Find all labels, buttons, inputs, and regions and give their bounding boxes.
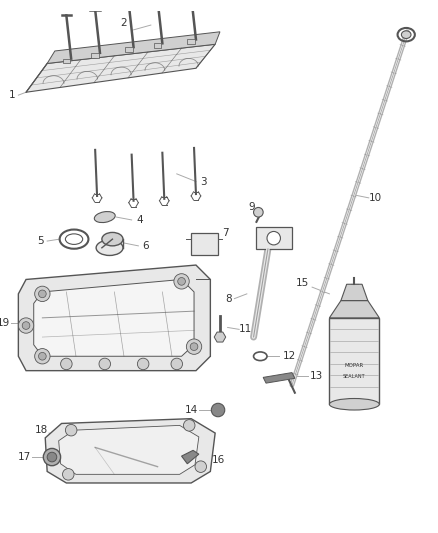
Polygon shape [329,301,379,318]
Text: 3: 3 [200,176,207,187]
Polygon shape [187,39,195,44]
Polygon shape [34,279,194,356]
Circle shape [22,322,30,329]
Polygon shape [329,318,379,404]
Text: SEALANT: SEALANT [343,374,366,379]
Text: 10: 10 [369,193,382,203]
Circle shape [186,339,202,354]
Polygon shape [182,450,199,464]
Text: 1: 1 [9,90,16,100]
Polygon shape [214,332,226,342]
Ellipse shape [94,212,115,223]
Ellipse shape [102,232,123,246]
Polygon shape [63,59,70,63]
Circle shape [60,358,72,370]
Text: 19: 19 [0,318,10,328]
Ellipse shape [96,240,123,255]
Circle shape [138,358,149,370]
Text: 8: 8 [225,294,232,304]
Polygon shape [154,43,161,48]
Circle shape [174,274,189,289]
Text: 17: 17 [18,452,31,462]
Text: 2: 2 [120,18,127,28]
Circle shape [195,461,207,472]
Circle shape [65,424,77,436]
Circle shape [190,343,198,351]
Circle shape [43,448,60,466]
Circle shape [99,358,110,370]
Polygon shape [256,227,292,249]
Polygon shape [45,418,215,483]
Circle shape [47,453,57,462]
Text: MOPAR: MOPAR [345,364,364,368]
Polygon shape [59,425,199,474]
Polygon shape [18,265,210,370]
Circle shape [39,290,46,298]
Text: 13: 13 [309,372,322,382]
Circle shape [35,286,50,302]
Ellipse shape [401,31,411,38]
Circle shape [18,318,34,333]
Polygon shape [125,47,133,52]
Text: 12: 12 [283,351,296,361]
Polygon shape [341,284,368,301]
Circle shape [267,231,280,245]
Circle shape [211,403,225,417]
Polygon shape [26,44,215,92]
Circle shape [184,419,195,431]
Text: 11: 11 [239,325,252,334]
Text: 14: 14 [184,405,198,415]
Ellipse shape [329,399,379,410]
Circle shape [178,278,185,285]
Polygon shape [263,373,295,383]
Text: 7: 7 [223,228,229,238]
Circle shape [171,358,183,370]
Circle shape [254,207,263,217]
Text: 6: 6 [143,241,149,251]
Polygon shape [47,32,220,63]
Circle shape [35,349,50,364]
Text: 18: 18 [35,425,48,435]
Text: 16: 16 [212,455,225,465]
Polygon shape [91,53,99,58]
Text: 4: 4 [136,215,143,225]
Polygon shape [191,233,218,255]
Circle shape [63,469,74,480]
Text: 9: 9 [248,201,255,212]
Text: 5: 5 [37,236,44,246]
Text: 15: 15 [296,278,309,288]
Circle shape [39,352,46,360]
